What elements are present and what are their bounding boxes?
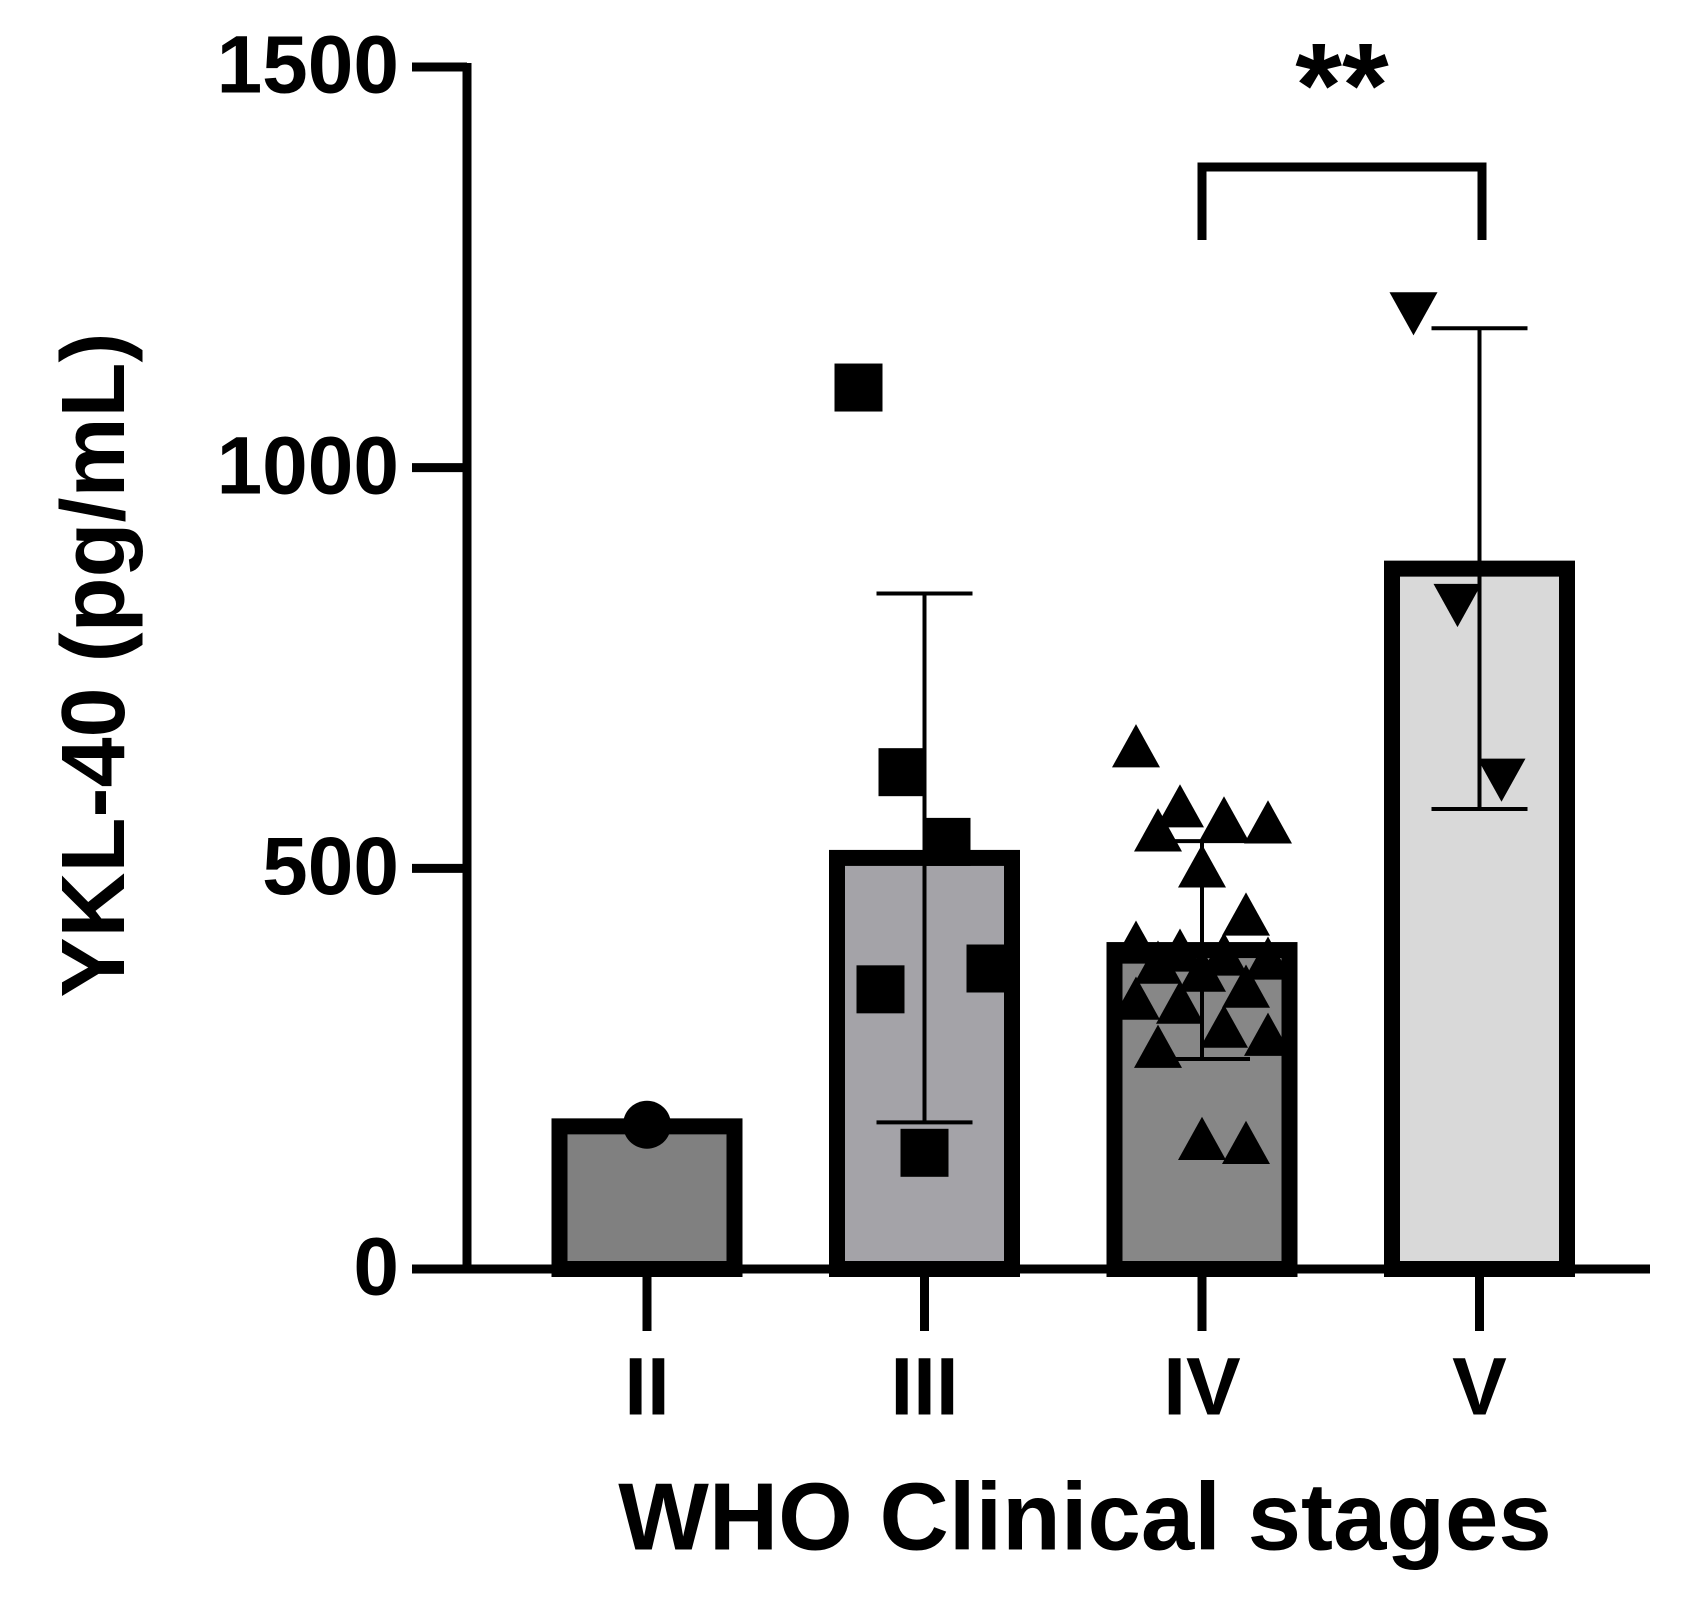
y-tick-label: 1000 <box>217 420 399 511</box>
data-point <box>1134 1024 1182 1068</box>
data-point <box>1244 800 1292 844</box>
data-point <box>1222 892 1270 936</box>
significance-label: ** <box>1295 19 1389 153</box>
data-point <box>1200 1004 1248 1048</box>
data-point <box>900 1128 949 1177</box>
data-point <box>1477 758 1526 802</box>
y-axis-title: YKL-40 (pg/mL) <box>44 333 144 998</box>
error-bar <box>1154 839 1250 1062</box>
data-point <box>1112 724 1160 768</box>
x-tick-label: IV <box>1163 1342 1241 1433</box>
data-point <box>1433 583 1482 628</box>
data-point <box>1156 980 1204 1024</box>
data-point <box>1134 940 1182 984</box>
x-tick-label: III <box>890 1342 958 1433</box>
data-point <box>1222 964 1270 1008</box>
data-point <box>1178 1116 1226 1160</box>
data-point <box>834 363 883 412</box>
data-point <box>1222 1120 1270 1164</box>
data-point <box>623 1100 671 1149</box>
data-point <box>878 748 927 797</box>
y-tick-label: 0 <box>353 1222 399 1313</box>
data-point <box>1112 976 1160 1020</box>
data-point <box>1200 932 1248 976</box>
data-point <box>856 965 905 1014</box>
significance-bracket <box>1197 162 1487 240</box>
y-tick-label: 500 <box>262 821 399 912</box>
data-point <box>1156 784 1204 828</box>
data-point <box>1112 920 1160 964</box>
error-bar <box>1431 326 1528 812</box>
data-point <box>1244 1012 1292 1056</box>
error-bar <box>876 591 973 1125</box>
x-tick-label: V <box>1452 1342 1507 1433</box>
data-point <box>1389 292 1438 336</box>
data-point <box>1244 936 1292 980</box>
x-axis-title: WHO Clinical stages <box>618 1463 1552 1570</box>
y-tick-label: 1500 <box>217 20 399 111</box>
data-point <box>966 944 1015 993</box>
data-point <box>1200 796 1248 840</box>
data-point <box>922 817 971 866</box>
x-tick-label: II <box>624 1342 670 1433</box>
